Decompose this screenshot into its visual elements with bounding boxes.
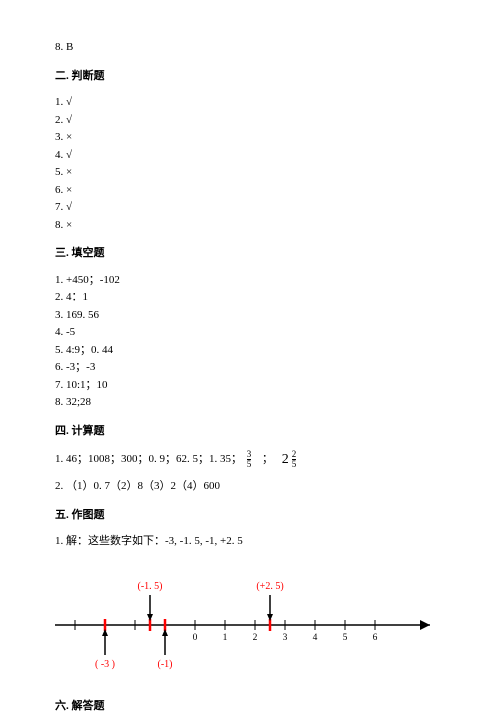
s3-item: 2. 4：1 bbox=[55, 289, 445, 306]
s3-item: 8. 32;28 bbox=[55, 394, 445, 411]
section-5-title: 五. 作图题 bbox=[55, 507, 445, 524]
svg-text:5: 5 bbox=[343, 633, 348, 643]
s4-line2: 2. （1）0. 7（2）8（3）2（4）600 bbox=[55, 478, 445, 495]
svg-text:(-1. 5): (-1. 5) bbox=[138, 581, 163, 592]
svg-text:1: 1 bbox=[223, 633, 228, 643]
s4-sep: ； bbox=[262, 453, 273, 465]
s2-item: 2. √ bbox=[55, 112, 445, 129]
s4-line1-prefix: 1. 46；1008；300；0. 9；62. 5；1. 35； bbox=[55, 453, 242, 465]
s3-item: 7. 10:1；10 bbox=[55, 377, 445, 394]
s2-item: 6. × bbox=[55, 182, 445, 199]
s2-item: 3. × bbox=[55, 129, 445, 146]
frac-den: 5 bbox=[247, 459, 252, 469]
s2-item: 1. √ bbox=[55, 94, 445, 111]
section-6-title: 六. 解答题 bbox=[55, 698, 445, 714]
section-3-title: 三. 填空题 bbox=[55, 245, 445, 262]
section-4-title: 四. 计算题 bbox=[55, 423, 445, 440]
mixed-number: 225 bbox=[282, 453, 299, 465]
svg-text:( -3 ): ( -3 ) bbox=[95, 659, 115, 670]
svg-text:3: 3 bbox=[283, 633, 288, 643]
svg-text:6: 6 bbox=[373, 633, 378, 643]
section-3-list: 1. +450；-102 2. 4：1 3. 169. 56 4. -5 5. … bbox=[55, 272, 445, 411]
s2-item: 5. × bbox=[55, 164, 445, 181]
s5-line1: 1. 解：这些数字如下：-3, -1. 5, -1, +2. 5 bbox=[55, 533, 445, 550]
svg-text:2: 2 bbox=[253, 633, 258, 643]
arrows-above: (-1. 5) (+2. 5) bbox=[138, 581, 284, 621]
svg-text:(-1): (-1) bbox=[158, 659, 173, 670]
s2-item: 4. √ bbox=[55, 147, 445, 164]
s2-item: 7. √ bbox=[55, 199, 445, 216]
s4-line1: 1. 46；1008；300；0. 9；62. 5；1. 35； 3 5 ； 2… bbox=[55, 449, 445, 470]
fraction-3-5: 3 5 bbox=[247, 450, 252, 469]
s3-item: 1. +450；-102 bbox=[55, 272, 445, 289]
section-2-list: 1. √ 2. √ 3. × 4. √ 5. × 6. × 7. √ 8. × bbox=[55, 94, 445, 233]
s3-item: 5. 4:9；0. 44 bbox=[55, 342, 445, 359]
tick-labels: 0 1 2 3 4 5 6 bbox=[193, 633, 378, 643]
svg-text:(+2. 5): (+2. 5) bbox=[256, 581, 283, 592]
answer-8: 8. B bbox=[55, 39, 445, 56]
svg-text:4: 4 bbox=[313, 633, 318, 643]
svg-text:0: 0 bbox=[193, 633, 198, 643]
frac-num: 3 bbox=[247, 450, 252, 459]
number-line-diagram: 0 1 2 3 4 5 6 (-1. 5) (+2. 5) ( -3 ) (-1… bbox=[55, 565, 445, 680]
section-2-title: 二. 判断题 bbox=[55, 68, 445, 85]
axis-arrowhead bbox=[420, 620, 430, 630]
s2-item: 8. × bbox=[55, 217, 445, 234]
arrows-below: ( -3 ) (-1) bbox=[95, 629, 173, 670]
frac-num: 2 bbox=[292, 450, 297, 459]
mixed-frac: 25 bbox=[292, 450, 297, 469]
s3-item: 3. 169. 56 bbox=[55, 307, 445, 324]
s3-item: 6. -3；-3 bbox=[55, 359, 445, 376]
s3-item: 4. -5 bbox=[55, 324, 445, 341]
mixed-whole: 2 bbox=[282, 452, 289, 467]
frac-den: 5 bbox=[292, 459, 297, 469]
